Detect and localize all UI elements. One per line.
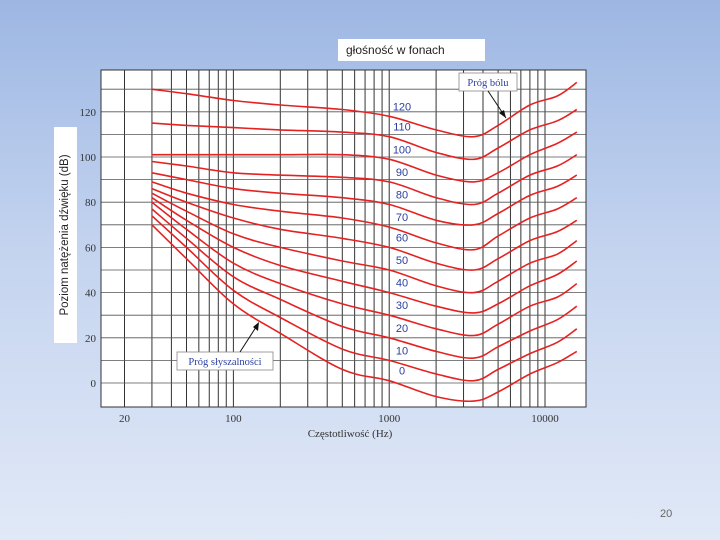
loudness-curve-60 [151,187,578,271]
x-tick-label: 100 [225,413,242,425]
phon-label: 90 [396,167,408,179]
y-tick-label: 60 [85,242,97,254]
phon-label: 20 [396,323,408,335]
loudness-curve-80 [151,172,578,226]
phon-label: 30 [396,300,408,312]
x-axis-label: Częstotliwość (Hz) [308,428,393,440]
loudness-curve-90 [151,154,578,206]
phon-label: 110 [393,122,411,134]
pain-threshold-label: Próg bólu [467,78,509,89]
loudness-curve-100 [151,131,578,183]
x-tick-label: 10000 [531,413,559,425]
loudness-curve-0 [151,224,578,403]
loudness-curve-10 [151,215,578,382]
y-axis-label-box [54,127,77,343]
x-tick-label: 1000 [378,413,401,425]
plot-frame [100,69,587,408]
loudness-curve-30 [151,201,578,337]
hearing-threshold-label: Próg słyszalności [188,357,261,368]
pain-threshold-arrowhead [499,110,506,118]
phon-label: 80 [396,189,408,201]
phon-label: 0 [399,366,405,378]
phon-label: 10 [396,345,408,357]
phon-label: 40 [396,278,408,290]
phon-label: 70 [396,212,408,224]
caption-text: głośność w fonach [346,43,445,57]
y-tick-label: 0 [91,378,97,390]
hearing-threshold-arrowhead [253,322,259,331]
hearing-threshold-box [176,351,274,371]
y-tick-label: 40 [85,288,97,300]
page-number: 20 [660,508,673,520]
y-tick-label: 20 [85,333,97,345]
loudness-curve-120 [151,81,578,138]
hearing-threshold-arrow [239,323,259,353]
phon-label: 50 [396,255,408,267]
phon-label: 120 [393,101,411,113]
x-tick-label: 20 [119,413,131,425]
annotations: Próg bólu Próg słyszalności [176,72,518,371]
caption-box: głośność w fonach [338,39,485,61]
y-tick-label: 100 [80,152,97,164]
loudness-curve-110 [151,108,578,161]
y-axis-label: Poziom natężenia dźwięku (dB) [59,154,71,316]
loudness-curve-70 [151,181,578,251]
y-tick-label: 80 [85,197,97,209]
phon-label: 60 [396,232,408,244]
loudness-curve-20 [151,208,578,359]
loudness-curve-40 [151,197,578,314]
loudness-curve-50 [151,192,578,294]
phon-label: 100 [393,144,411,156]
y-tick-label: 120 [80,107,97,119]
